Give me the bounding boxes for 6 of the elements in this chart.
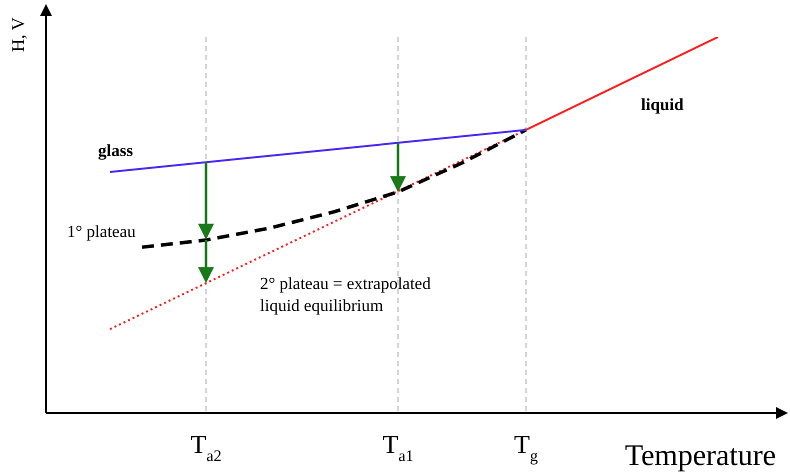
series-label: 1° plateau [67, 222, 136, 242]
y-axis-title: H, V [8, 17, 28, 52]
series-label: liquid [641, 94, 684, 114]
series-label: glass [98, 140, 134, 160]
x-axis-title: Temperature [624, 439, 776, 472]
series-label: 2° plateau = extrapolated liquid equilibrium [260, 274, 432, 315]
